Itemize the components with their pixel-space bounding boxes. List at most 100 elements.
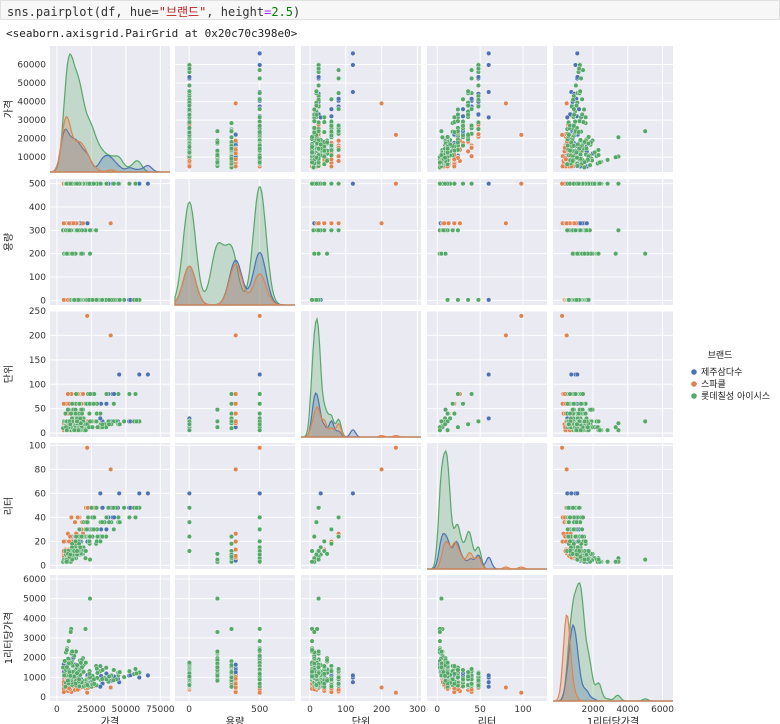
scatter-point: [116, 490, 122, 496]
panel-r3-c3: [427, 443, 547, 570]
scatter-point: [233, 553, 239, 559]
scatter-point: [336, 128, 342, 134]
scatter-point: [570, 97, 576, 103]
scatter-point: [336, 514, 342, 520]
scatter-point: [579, 526, 585, 532]
scatter-point: [328, 96, 334, 102]
scatter-point: [460, 132, 466, 138]
scatter-point: [229, 128, 235, 134]
code-cell[interactable]: sns.pairplot(df, hue="브랜드", height=2.5): [0, 0, 780, 20]
scatter-point: [103, 526, 109, 532]
scatter-point: [110, 505, 116, 511]
scatter-point: [321, 220, 327, 226]
scatter-point: [578, 75, 584, 81]
scatter-point: [328, 123, 334, 129]
scatter-point: [455, 424, 461, 430]
scatter-point: [588, 407, 594, 413]
kde-스파클: [49, 116, 170, 173]
scatter-point: [570, 551, 576, 557]
scatter-point: [229, 146, 235, 152]
scatter-point: [559, 313, 565, 319]
scatter-point: [79, 407, 85, 413]
scatter-point: [111, 181, 117, 187]
scatter-point: [186, 519, 192, 525]
scatter-point: [257, 421, 263, 427]
scatter-point: [451, 114, 457, 120]
scatter-point: [86, 181, 92, 187]
scatter-point: [316, 83, 322, 89]
scatter-point: [104, 391, 110, 397]
scatter-point: [316, 119, 322, 125]
y-tick-label: 20: [35, 537, 47, 547]
scatter-point: [613, 559, 619, 565]
y-tick-label: 10000: [17, 153, 46, 163]
scatter-point: [257, 411, 263, 417]
scatter-point: [313, 103, 319, 109]
scatter-point: [316, 251, 322, 257]
scatter-point: [584, 146, 590, 152]
scatter-point: [233, 332, 239, 338]
scatter-point: [582, 159, 588, 165]
scatter-point: [336, 534, 342, 540]
scatter-point: [257, 114, 263, 120]
scatter-point: [104, 181, 110, 187]
scatter-point: [121, 418, 127, 424]
scatter-point: [87, 534, 93, 540]
scatter-point: [642, 128, 648, 134]
scatter-point: [451, 181, 457, 187]
scatter-point: [585, 424, 591, 430]
y-tick-label: 400: [29, 203, 46, 213]
code-line[interactable]: sns.pairplot(df, hue="브랜드", height=2.5): [7, 5, 301, 19]
scatter-point: [316, 74, 322, 80]
scatter-point: [257, 96, 263, 102]
scatter-point: [393, 445, 399, 451]
scatter-point: [132, 181, 138, 187]
scatter-point: [321, 119, 327, 125]
scatter-point: [316, 128, 322, 134]
scatter-point: [574, 297, 580, 303]
scatter-point: [570, 251, 576, 257]
scatter-point: [87, 251, 93, 257]
scatter-point: [328, 113, 334, 119]
panel-r3-c4: [553, 443, 673, 569]
scatter-point: [186, 421, 192, 427]
scatter-point: [84, 445, 90, 451]
scatter-point: [214, 424, 220, 430]
scatter-point: [71, 297, 77, 303]
scatter-point: [518, 181, 524, 187]
scatter-point: [87, 401, 93, 407]
panel-r0-c2: [301, 46, 421, 172]
scatter-point: [73, 538, 79, 544]
scatter-point: [438, 251, 444, 257]
scatter-point: [576, 129, 582, 135]
scatter-point: [313, 88, 319, 94]
scatter-point: [574, 427, 580, 433]
scatter-point: [73, 391, 79, 397]
scatter-point: [518, 313, 524, 319]
scatter-point: [321, 129, 327, 135]
scatter-point: [566, 421, 572, 427]
scatter-point: [186, 505, 192, 511]
scatter-point: [460, 113, 466, 119]
scatter-point: [577, 220, 583, 226]
scatter-point: [574, 490, 580, 496]
scatter-point: [564, 220, 570, 226]
scatter-point: [455, 140, 461, 146]
scatter-point: [451, 411, 457, 417]
scatter-point: [597, 159, 603, 165]
scatter-point: [257, 538, 263, 544]
scatter-point: [186, 129, 192, 135]
scatter-point: [469, 67, 475, 73]
panel-r2-c2: [301, 311, 421, 438]
scatter-point: [84, 313, 90, 319]
scatter-point: [86, 538, 92, 544]
scatter-point: [106, 297, 112, 303]
scatter-point: [450, 401, 456, 407]
scatter-point: [71, 427, 77, 433]
scatter-point: [559, 181, 565, 187]
scatter-point: [465, 148, 471, 154]
scatter-point: [214, 407, 220, 413]
scatter-point: [79, 534, 85, 540]
y-tick-label: 150: [29, 356, 46, 366]
